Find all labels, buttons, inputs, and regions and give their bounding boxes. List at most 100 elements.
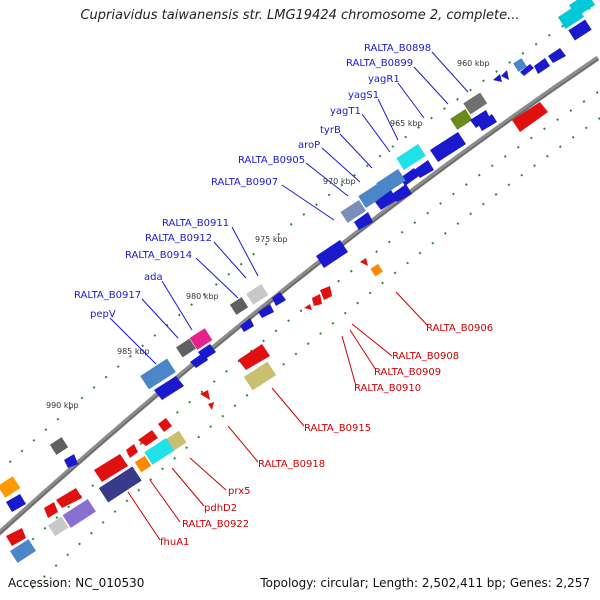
gene-block: [396, 144, 426, 170]
gene-label: RALTA_B0915: [304, 423, 371, 434]
gene-arrow: [312, 294, 322, 306]
reverse-leaders: [127, 291, 429, 541]
gene-arrow: [158, 418, 172, 432]
gene-arrow: [316, 240, 348, 268]
gene-label: tyrB: [320, 125, 341, 136]
gene-arrow: [64, 454, 78, 468]
gene-label: RALTA_B0905: [238, 155, 305, 166]
gene-arrow: [534, 58, 550, 74]
gene-label: RALTA_B0898: [364, 43, 431, 54]
gene-arrow: [126, 444, 138, 458]
gene-label: RALTA_B0906: [426, 323, 493, 334]
gene-label: RALTA_B0911: [162, 218, 229, 229]
forward-labels: RALTA_B0898 RALTA_B0899 yagR1 yagS1 yagT…: [74, 43, 431, 320]
gene-block: [568, 0, 596, 17]
map-title: Cupriavidus taiwanensis str. LMG19424 ch…: [80, 8, 520, 23]
gene-arrow: [478, 114, 497, 131]
tick-label: 970 kbp: [323, 177, 356, 186]
gene-label: pepV: [90, 309, 116, 320]
gene-arrow: [512, 102, 548, 132]
gene-label: RALTA_B0918: [258, 459, 325, 470]
gene-arrow: [320, 286, 332, 300]
gene-arrow: [154, 376, 184, 400]
gene-arrow: [375, 190, 397, 210]
gene-arrow: [304, 304, 312, 310]
gene-arrow: [272, 292, 286, 306]
gene-arrow: [190, 352, 208, 368]
gene-block: [358, 182, 388, 208]
forward-leaders: [109, 51, 469, 365]
gene-arrow: [6, 528, 26, 546]
gene-block: [246, 284, 269, 305]
gene-block: [370, 263, 383, 277]
tick-labels: 960 kbp 965 kbp 970 kbp 975 kbp 980 kbp …: [46, 59, 490, 410]
gene-arrow: [548, 48, 566, 63]
gene-arrow: [238, 344, 270, 370]
gene-label: RALTA_B0917: [74, 290, 141, 301]
gene-label: RALTA_B0899: [346, 58, 413, 69]
gene-label: ada: [144, 272, 163, 283]
gene-block: [134, 455, 152, 473]
gene-block: [340, 199, 367, 223]
gene-block: [176, 338, 196, 358]
gene-label: yagR1: [368, 74, 400, 85]
gene-arrow: [258, 304, 274, 318]
tick-label: 985 kbp: [117, 347, 150, 356]
gene-label: RALTA_B0922: [182, 519, 249, 530]
gene-arrow: [208, 402, 214, 410]
gene-arrow: [354, 212, 373, 230]
gene-block: [568, 19, 592, 41]
gene-block: [140, 358, 176, 390]
gene-label: RALTA_B0910: [354, 383, 421, 394]
gene-label: RALTA_B0912: [145, 233, 212, 244]
gene-label: RALTA_B0909: [374, 367, 441, 378]
forward-genes: [0, 0, 596, 512]
gene-label: yagS1: [348, 90, 379, 101]
gene-arrow: [360, 258, 368, 266]
gene-block: [450, 109, 473, 130]
tick-label: 975 kbp: [255, 235, 288, 244]
gene-block: [0, 476, 21, 498]
gene-block: [463, 92, 488, 115]
gene-label: yagT1: [330, 106, 361, 117]
gene-arrow: [470, 110, 490, 128]
gene-block: [229, 297, 249, 315]
gene-arrow: [493, 74, 502, 82]
gene-label: RALTA_B0907: [211, 177, 278, 188]
reverse-labels: RALTA_B0906 RALTA_B0908 RALTA_B0909 RALT…: [160, 323, 493, 548]
gene-label: fhuA1: [160, 537, 189, 548]
topology-text: Topology: circular; Length: 2,502,411 bp…: [260, 576, 590, 590]
gene-block: [189, 328, 213, 350]
gene-block: [243, 361, 277, 391]
tick-lanes: [0, 7, 600, 591]
gene-arrow: [501, 70, 509, 80]
gene-block: [48, 516, 69, 537]
gene-block: [98, 466, 142, 503]
gene-arrow: [56, 488, 82, 508]
chromosome-backbone: [0, 55, 600, 536]
gene-block: [49, 437, 69, 455]
gene-block: [513, 58, 527, 72]
gene-arrow: [240, 318, 254, 332]
accession-text: Accession: NC_010530: [8, 576, 145, 590]
gene-arrow: [430, 132, 466, 162]
gene-arrow: [414, 160, 434, 178]
gene-arrow: [520, 64, 534, 76]
gene-label: prx5: [228, 486, 250, 497]
gene-arrow: [138, 430, 158, 446]
gene-arrow: [6, 494, 26, 512]
tick-label: 965 kbp: [390, 119, 423, 128]
gene-arrow: [200, 390, 210, 400]
gene-arrow: [94, 454, 128, 482]
gene-arrow: [392, 184, 412, 202]
gene-block: [144, 438, 175, 465]
gene-block: [9, 539, 37, 563]
tick-label: 980 kbp: [186, 292, 219, 301]
gene-arrow: [400, 168, 419, 186]
gene-label: pdhD2: [204, 503, 237, 514]
gene-arrow: [44, 502, 58, 518]
tick-label: 960 kbp: [457, 59, 490, 68]
reverse-genes: [6, 102, 548, 563]
gene-label: RALTA_B0908: [392, 351, 459, 362]
